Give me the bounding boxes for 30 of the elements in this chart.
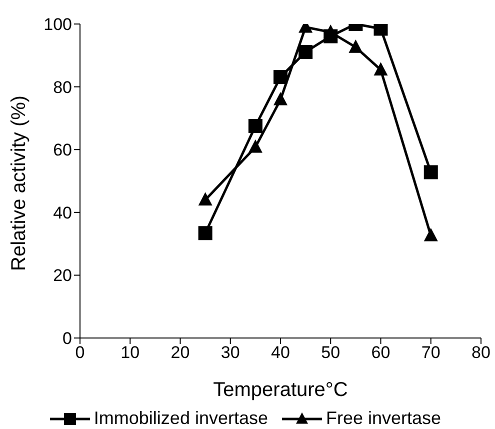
point <box>274 92 288 106</box>
point <box>274 70 288 84</box>
point <box>198 192 212 206</box>
x-tick-label: 0 <box>75 343 85 362</box>
point <box>424 228 438 242</box>
point <box>374 62 388 76</box>
x-tick-label: 80 <box>472 343 490 362</box>
point <box>248 119 262 134</box>
legend-label: Immobilized invertase <box>92 408 268 429</box>
x-tick-label: 40 <box>271 343 290 362</box>
y-tick-label: 20 <box>53 266 72 286</box>
y-tick-label: 0 <box>62 329 72 348</box>
y-tick-label: 80 <box>53 78 72 97</box>
legend-label: Free invertase <box>325 408 442 429</box>
point <box>424 165 438 180</box>
y-tick-label: 60 <box>53 140 72 160</box>
x-tick-label: 60 <box>371 343 390 362</box>
point <box>248 139 262 153</box>
x-tick-label: 50 <box>321 343 340 362</box>
point <box>298 44 313 59</box>
x-tick-label: 20 <box>170 343 190 362</box>
x-axis-title: Temperature°C <box>213 379 348 401</box>
y-tick-label: 100 <box>44 15 72 34</box>
point <box>198 226 212 240</box>
x-tick-label: 30 <box>220 343 240 362</box>
y-axis-title: Relative activity (%) <box>8 95 30 271</box>
x-tick-label: 10 <box>120 343 140 362</box>
x-tick-label: 70 <box>421 343 440 362</box>
point <box>348 40 363 53</box>
y-tick-label: 40 <box>53 203 72 222</box>
